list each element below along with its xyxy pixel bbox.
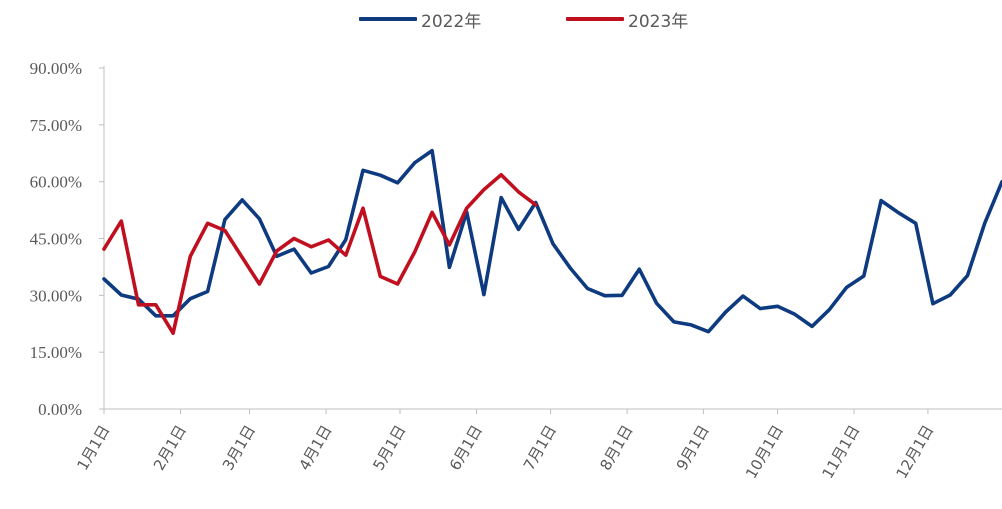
- legend-item-2022: 2022年: [359, 6, 481, 32]
- legend-swatch-2023: [566, 17, 624, 21]
- y-tick-label: 0.00%: [38, 400, 82, 419]
- legend: 2022年 2023年: [0, 6, 1002, 32]
- y-axis: 0.00% 15.00% 30.00% 45.00% 60.00% 75.00% 90.00…: [30, 59, 105, 419]
- series-line-2022: [102, 148, 1002, 334]
- legend-label-2022: 2022年: [421, 11, 482, 32]
- x-tick-label: 7月1日: [520, 422, 560, 474]
- y-tick-label: 45.00%: [30, 230, 82, 249]
- x-tick-label: 11月1日: [819, 422, 864, 482]
- x-tick-label: 4月1日: [295, 422, 335, 474]
- x-tick-label: 12月1日: [892, 422, 937, 482]
- y-tick-label: 30.00%: [30, 286, 82, 305]
- legend-item-2023: 2023年: [566, 6, 688, 32]
- x-tick-label: 9月1日: [673, 422, 713, 474]
- x-tick-label: 3月1日: [219, 422, 259, 474]
- x-tick-label: 5月1日: [369, 422, 409, 474]
- x-axis: 1月1日 2月1日 3月1日 4月1日 5月1日 6月1日 7月1日 8月1日 9月1日 10月1…: [73, 408, 1002, 482]
- x-tick-label: 1月1日: [73, 422, 113, 474]
- y-tick-label: 15.00%: [30, 343, 82, 362]
- y-tick-label: 75.00%: [30, 116, 82, 135]
- x-tick-label: 2月1日: [150, 422, 190, 474]
- series-line-2023: [102, 173, 538, 336]
- x-tick-label: 6月1日: [446, 422, 486, 474]
- legend-swatch-2022: [359, 17, 417, 21]
- series-layer: [102, 148, 1002, 336]
- x-tick-label: 10月1日: [742, 422, 787, 482]
- x-tick-label: 8月1日: [596, 422, 636, 474]
- y-tick-label: 90.00%: [30, 59, 82, 78]
- y-tick-label: 60.00%: [30, 173, 82, 192]
- legend-label-2023: 2023年: [628, 11, 689, 32]
